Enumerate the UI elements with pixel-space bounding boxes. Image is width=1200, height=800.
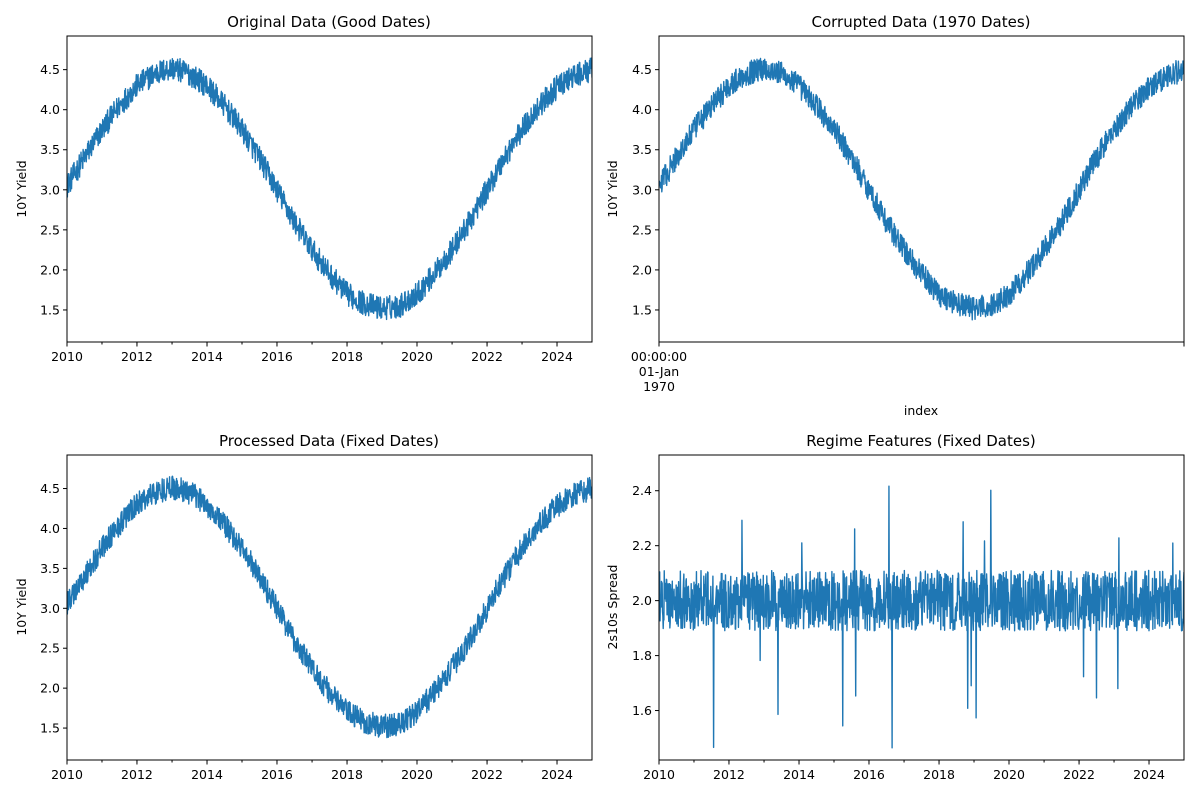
series-line bbox=[67, 57, 592, 321]
x-tick-label: 2018 bbox=[923, 767, 955, 782]
panel-processed-data: Processed Data (Fixed Dates) 10Y Yield 1… bbox=[14, 432, 593, 782]
series-line bbox=[659, 485, 1184, 749]
x-tick-label: 2022 bbox=[1063, 767, 1095, 782]
x-tick-label: 00:00:00 01-Jan 1970 bbox=[631, 349, 687, 394]
x-tick-label: 2020 bbox=[993, 767, 1025, 782]
y-tick-label: 2.0 bbox=[632, 593, 652, 608]
y-tick-label: 2.0 bbox=[632, 262, 652, 277]
x-tick-label: 2022 bbox=[471, 767, 503, 782]
chart-title: Original Data (Good Dates) bbox=[227, 13, 431, 31]
y-tick-label: 3.5 bbox=[40, 561, 60, 576]
y-tick-label: 4.0 bbox=[40, 521, 60, 536]
x-tick-label: 2014 bbox=[783, 767, 815, 782]
y-tick-label: 2.0 bbox=[40, 681, 60, 696]
y-tick-label: 2.0 bbox=[40, 262, 60, 277]
panel-regime-features: Regime Features (Fixed Dates) 2s10s Spre… bbox=[605, 432, 1185, 782]
x-tick-label: 2012 bbox=[713, 767, 745, 782]
y-tick-label: 4.5 bbox=[632, 62, 652, 77]
y-tick-label: 3.5 bbox=[40, 142, 60, 157]
y-tick-label: 2.4 bbox=[632, 483, 652, 498]
y-tick-label: 1.6 bbox=[632, 703, 652, 718]
y-tick-label: 1.5 bbox=[40, 721, 60, 736]
x-tick-label: 2022 bbox=[471, 349, 503, 364]
plot-frame bbox=[66, 35, 593, 343]
x-tick-label: 2016 bbox=[261, 349, 293, 364]
x-tick-label: 2014 bbox=[191, 767, 223, 782]
y-tick-label: 2.5 bbox=[40, 641, 60, 656]
x-tick-label: 2012 bbox=[121, 767, 153, 782]
x-tick-label: 2024 bbox=[541, 767, 573, 782]
y-tick-label: 3.5 bbox=[632, 142, 652, 157]
x-tick-label: 2024 bbox=[541, 349, 573, 364]
y-tick-label: 2.5 bbox=[40, 222, 60, 237]
x-axis-label: index bbox=[904, 403, 938, 418]
x-tick-label: 2018 bbox=[331, 767, 363, 782]
y-tick-label: 3.0 bbox=[40, 601, 60, 616]
chart-title: Regime Features (Fixed Dates) bbox=[806, 432, 1036, 450]
x-tick-label: 2024 bbox=[1133, 767, 1165, 782]
plot-frame bbox=[658, 35, 1185, 343]
y-tick-label: 1.5 bbox=[632, 302, 652, 317]
plot-frame bbox=[66, 454, 593, 761]
panel-original-data: Original Data (Good Dates) 10Y Yield 1.5… bbox=[14, 13, 593, 364]
x-tick-label: 2016 bbox=[261, 767, 293, 782]
y-tick-label: 4.0 bbox=[40, 102, 60, 117]
x-tick-label: 2014 bbox=[191, 349, 223, 364]
y-tick-label: 1.5 bbox=[40, 302, 60, 317]
x-tick-label: 2010 bbox=[51, 349, 83, 364]
y-tick-label: 4.5 bbox=[40, 481, 60, 496]
chart-title: Processed Data (Fixed Dates) bbox=[219, 432, 439, 450]
y-axis-label: 10Y Yield bbox=[14, 160, 29, 217]
x-tick-label: 2010 bbox=[643, 767, 675, 782]
x-tick-label: 2018 bbox=[331, 349, 363, 364]
chart-title: Corrupted Data (1970 Dates) bbox=[811, 13, 1030, 31]
x-tick-label: 2016 bbox=[853, 767, 885, 782]
y-tick-label: 4.0 bbox=[632, 102, 652, 117]
y-axis-label: 2s10s Spread bbox=[605, 565, 620, 650]
y-tick-label: 2.2 bbox=[632, 538, 652, 553]
y-tick-label: 4.5 bbox=[40, 62, 60, 77]
y-axis-label: 10Y Yield bbox=[605, 160, 620, 217]
plot-frame bbox=[658, 454, 1185, 761]
y-axis-label: 10Y Yield bbox=[14, 578, 29, 635]
y-tick-label: 3.0 bbox=[40, 182, 60, 197]
x-tick-label: 2020 bbox=[401, 349, 433, 364]
y-tick-label: 2.5 bbox=[632, 222, 652, 237]
x-tick-label: 2012 bbox=[121, 349, 153, 364]
series-line bbox=[659, 57, 1184, 321]
x-tick-label: 2010 bbox=[51, 767, 83, 782]
series-line bbox=[67, 475, 592, 739]
y-tick-label: 3.0 bbox=[632, 182, 652, 197]
x-tick-label: 2020 bbox=[401, 767, 433, 782]
panel-corrupted-data: Corrupted Data (1970 Dates) 10Y Yield in… bbox=[605, 13, 1185, 418]
y-tick-label: 1.8 bbox=[632, 648, 652, 663]
